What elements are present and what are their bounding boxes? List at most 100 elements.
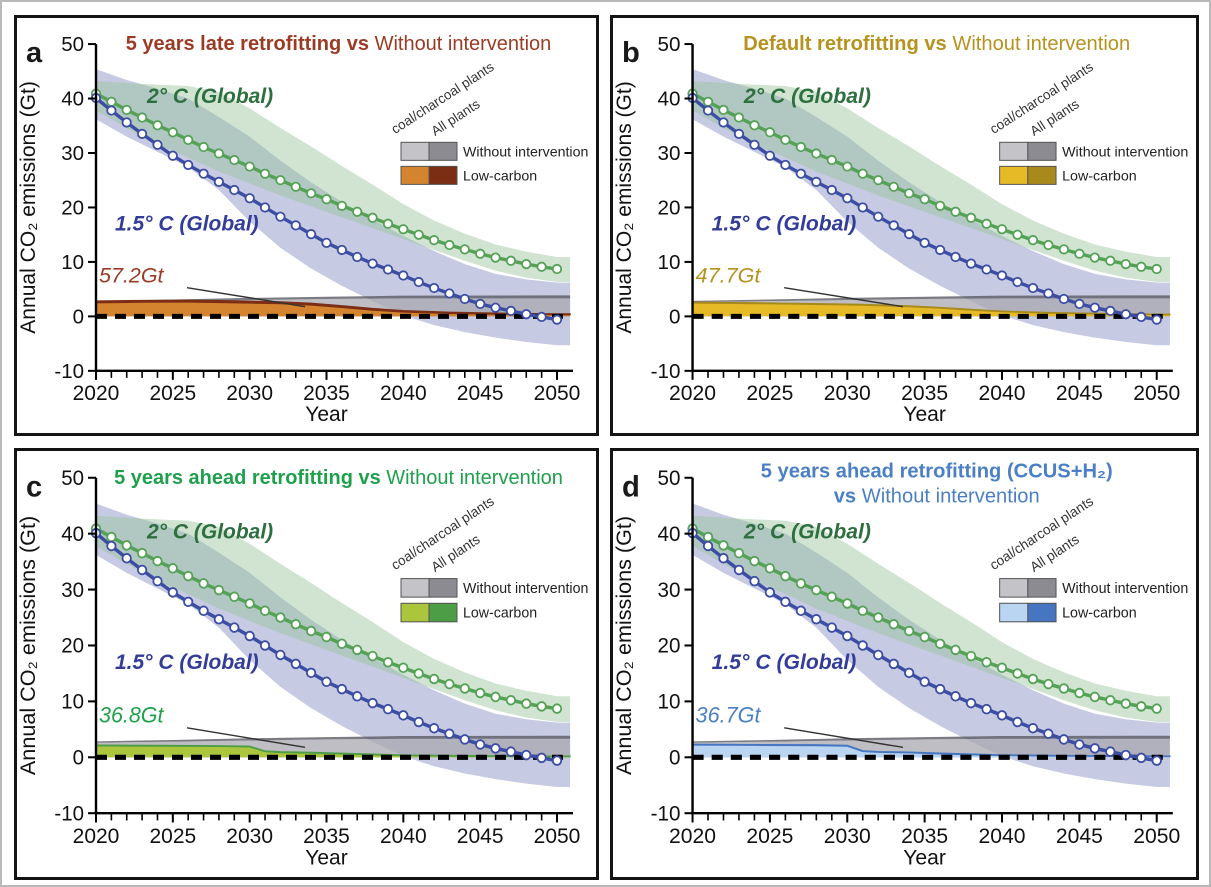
data-marker [382, 703, 394, 715]
data-marker [444, 678, 455, 690]
band-low-carbon-all [691, 743, 1171, 758]
annotation-leader-line [186, 727, 306, 749]
data-marker [428, 282, 440, 294]
data-marker [1043, 239, 1054, 251]
data-marker [198, 605, 209, 617]
data-marker [536, 311, 547, 323]
data-marker [1074, 298, 1085, 310]
data-marker [275, 649, 286, 661]
band-low-carbon-coal [692, 744, 1170, 758]
data-marker [857, 640, 868, 651]
data-marker [229, 622, 240, 633]
y-tick-label: 10 [658, 690, 681, 713]
data-marker [857, 168, 868, 179]
data-marker [702, 96, 714, 107]
series-label-1p5c: 1.5° C (Global) [712, 213, 857, 236]
x-tick-label: 2035 [303, 382, 350, 405]
data-marker [919, 631, 930, 643]
panel-letter: b [622, 37, 640, 69]
data-marker [749, 139, 760, 150]
data-marker [259, 640, 271, 651]
data-marker [1027, 673, 1039, 685]
data-marker [213, 148, 224, 159]
data-marker [551, 314, 563, 325]
data-marker [1027, 235, 1039, 246]
y-tick-label: 40 [61, 88, 84, 111]
data-marker [935, 638, 946, 650]
y-tick-label: 30 [61, 142, 84, 165]
data-marker [213, 613, 224, 625]
axis-label-x: Year [903, 845, 946, 869]
data-marker [352, 691, 363, 702]
y-tick-label: -10 [54, 360, 84, 383]
data-marker [413, 668, 424, 679]
data-marker [1105, 694, 1116, 706]
panel-c: 50 40 30 20 10 0 -10 2020 2025 2030 2035 2040 2045 20… [14, 448, 599, 880]
data-marker [1012, 276, 1023, 288]
data-marker [275, 175, 286, 186]
x-tick-label: 2040 [978, 824, 1025, 848]
axis-label-y: Annual CO₂ emissions (Gt) [17, 516, 40, 775]
data-marker [1012, 229, 1023, 240]
data-marker [1074, 687, 1085, 699]
data-marker [749, 120, 760, 131]
y-tick-label: 20 [658, 197, 681, 220]
data-marker [290, 220, 301, 231]
data-marker [780, 159, 791, 171]
x-tick-label: 2020 [73, 824, 120, 848]
data-marker [305, 667, 317, 679]
data-marker [336, 244, 347, 256]
data-marker [842, 161, 853, 172]
legend-swatch-without-coal [999, 578, 1029, 598]
panel-letter: c [26, 470, 42, 503]
legend: Without interventionLow-carboncoal/charc… [389, 493, 588, 623]
data-marker [398, 662, 409, 674]
data-marker [718, 117, 729, 128]
data-marker [873, 175, 884, 186]
data-marker [996, 224, 1008, 235]
data-marker [336, 200, 347, 211]
legend-swatch-low-all [428, 165, 458, 185]
data-marker [780, 596, 791, 608]
x-tick-label: 2035 [303, 824, 350, 848]
data-marker [888, 220, 899, 231]
data-marker [106, 531, 117, 543]
band-low-carbon-coal [96, 301, 571, 317]
data-marker [398, 270, 409, 281]
data-marker [398, 224, 409, 235]
data-marker [888, 658, 899, 670]
band-1p5c-range [96, 69, 571, 346]
data-marker [183, 596, 194, 608]
data-marker [152, 120, 163, 131]
band-low-carbon-all [95, 299, 571, 316]
data-marker [505, 694, 516, 706]
band-low-carbon-coal [96, 745, 571, 758]
y-tick-label: 10 [61, 251, 84, 274]
data-marker [1027, 282, 1039, 294]
band-2c-range [692, 81, 1170, 283]
x-tick-label: 2050 [1133, 382, 1180, 405]
x-tick-label: 2025 [149, 382, 196, 405]
data-marker [198, 141, 209, 153]
data-marker [167, 150, 178, 161]
data-marker [1120, 698, 1131, 709]
data-marker [965, 697, 977, 709]
annotation-leader-line [186, 286, 306, 308]
data-marker [749, 575, 760, 587]
series-label-2c: 2° C (Global) [743, 519, 871, 543]
axis-label-x: Year [305, 845, 347, 869]
legend-swatch-low-all [1027, 602, 1057, 623]
data-marker [935, 683, 946, 695]
data-marker [244, 193, 255, 204]
x-tick-label: 2045 [1056, 824, 1103, 848]
data-marker [764, 587, 776, 598]
data-marker [290, 619, 301, 630]
data-marker [551, 755, 563, 766]
data-marker [903, 188, 915, 199]
legend-row-label-low: Low-carbon [1062, 606, 1137, 622]
x-tick-label: 2050 [534, 382, 581, 405]
data-marker [702, 540, 714, 552]
data-marker [857, 202, 868, 213]
